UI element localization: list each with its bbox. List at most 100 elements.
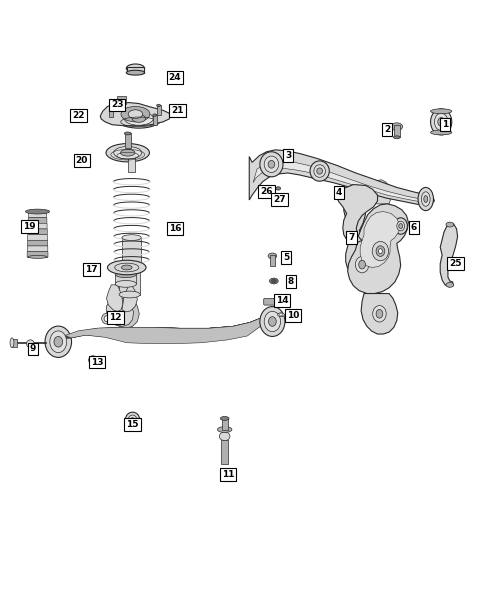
Ellipse shape: [417, 187, 433, 211]
Polygon shape: [367, 180, 390, 204]
Ellipse shape: [271, 279, 276, 283]
Bar: [156, 105, 160, 115]
FancyBboxPatch shape: [27, 246, 48, 252]
Polygon shape: [65, 314, 278, 339]
Ellipse shape: [277, 313, 284, 317]
FancyBboxPatch shape: [27, 252, 48, 257]
Polygon shape: [106, 299, 133, 326]
Polygon shape: [65, 314, 278, 339]
Ellipse shape: [268, 253, 276, 259]
Text: 17: 17: [85, 265, 98, 274]
Ellipse shape: [45, 326, 72, 358]
Ellipse shape: [128, 415, 136, 425]
Ellipse shape: [430, 130, 451, 135]
Bar: [270, 255, 274, 266]
Ellipse shape: [375, 246, 384, 256]
Ellipse shape: [119, 291, 140, 298]
Text: 21: 21: [171, 106, 183, 115]
Bar: [126, 67, 144, 72]
Polygon shape: [121, 285, 137, 312]
Ellipse shape: [279, 314, 282, 316]
FancyBboxPatch shape: [29, 212, 46, 218]
Ellipse shape: [10, 338, 14, 348]
Bar: [115, 274, 136, 284]
Text: 7: 7: [348, 233, 354, 242]
Ellipse shape: [220, 416, 228, 421]
Ellipse shape: [393, 136, 399, 139]
Ellipse shape: [393, 218, 407, 234]
Bar: [152, 115, 156, 125]
Ellipse shape: [378, 249, 381, 253]
Bar: [221, 418, 227, 431]
Text: 26: 26: [260, 187, 272, 196]
Ellipse shape: [398, 224, 402, 229]
Polygon shape: [249, 150, 434, 206]
Text: 4: 4: [335, 188, 341, 197]
Text: 23: 23: [111, 101, 123, 110]
Ellipse shape: [116, 109, 161, 128]
FancyBboxPatch shape: [263, 299, 275, 305]
Bar: [261, 187, 269, 190]
Polygon shape: [253, 160, 420, 202]
Ellipse shape: [119, 265, 140, 272]
Text: 9: 9: [30, 345, 36, 353]
Polygon shape: [100, 102, 170, 125]
Ellipse shape: [268, 317, 276, 326]
Text: 6: 6: [410, 223, 416, 233]
Bar: [119, 269, 140, 294]
Ellipse shape: [372, 306, 385, 322]
Bar: [12, 339, 17, 346]
Ellipse shape: [430, 109, 451, 135]
Ellipse shape: [124, 112, 153, 125]
FancyBboxPatch shape: [28, 229, 47, 234]
Ellipse shape: [375, 309, 382, 318]
FancyBboxPatch shape: [28, 217, 47, 223]
Ellipse shape: [106, 144, 149, 162]
Ellipse shape: [264, 312, 280, 332]
Text: 1: 1: [441, 120, 447, 129]
Ellipse shape: [355, 256, 368, 273]
Ellipse shape: [102, 313, 111, 324]
Ellipse shape: [50, 331, 67, 353]
Text: 10: 10: [287, 311, 299, 320]
Bar: [121, 237, 141, 267]
Ellipse shape: [396, 221, 404, 231]
Bar: [393, 125, 399, 137]
Text: 16: 16: [168, 224, 181, 233]
Ellipse shape: [28, 256, 47, 259]
Ellipse shape: [107, 260, 146, 274]
Ellipse shape: [121, 265, 132, 270]
Ellipse shape: [121, 264, 141, 269]
Ellipse shape: [115, 271, 136, 277]
Bar: [221, 440, 227, 464]
Ellipse shape: [26, 209, 49, 214]
Bar: [91, 359, 95, 367]
Ellipse shape: [390, 123, 402, 131]
Ellipse shape: [264, 156, 278, 173]
Polygon shape: [65, 314, 278, 341]
Ellipse shape: [269, 278, 278, 284]
Ellipse shape: [124, 132, 131, 135]
Text: 5: 5: [282, 253, 288, 262]
Text: 3: 3: [285, 151, 291, 160]
Ellipse shape: [91, 358, 95, 362]
Ellipse shape: [219, 432, 229, 441]
Ellipse shape: [115, 263, 138, 272]
Ellipse shape: [128, 110, 142, 118]
Ellipse shape: [152, 114, 156, 116]
Polygon shape: [439, 223, 456, 287]
Polygon shape: [65, 314, 278, 342]
Polygon shape: [106, 285, 122, 312]
Ellipse shape: [54, 336, 62, 347]
Ellipse shape: [121, 107, 150, 122]
Bar: [127, 152, 135, 171]
Text: 27: 27: [273, 195, 286, 204]
Ellipse shape: [259, 306, 284, 336]
Ellipse shape: [434, 113, 447, 131]
Ellipse shape: [130, 418, 134, 422]
Ellipse shape: [115, 280, 136, 287]
Ellipse shape: [120, 150, 135, 156]
Ellipse shape: [259, 152, 283, 177]
Ellipse shape: [263, 188, 267, 192]
Bar: [120, 102, 122, 108]
